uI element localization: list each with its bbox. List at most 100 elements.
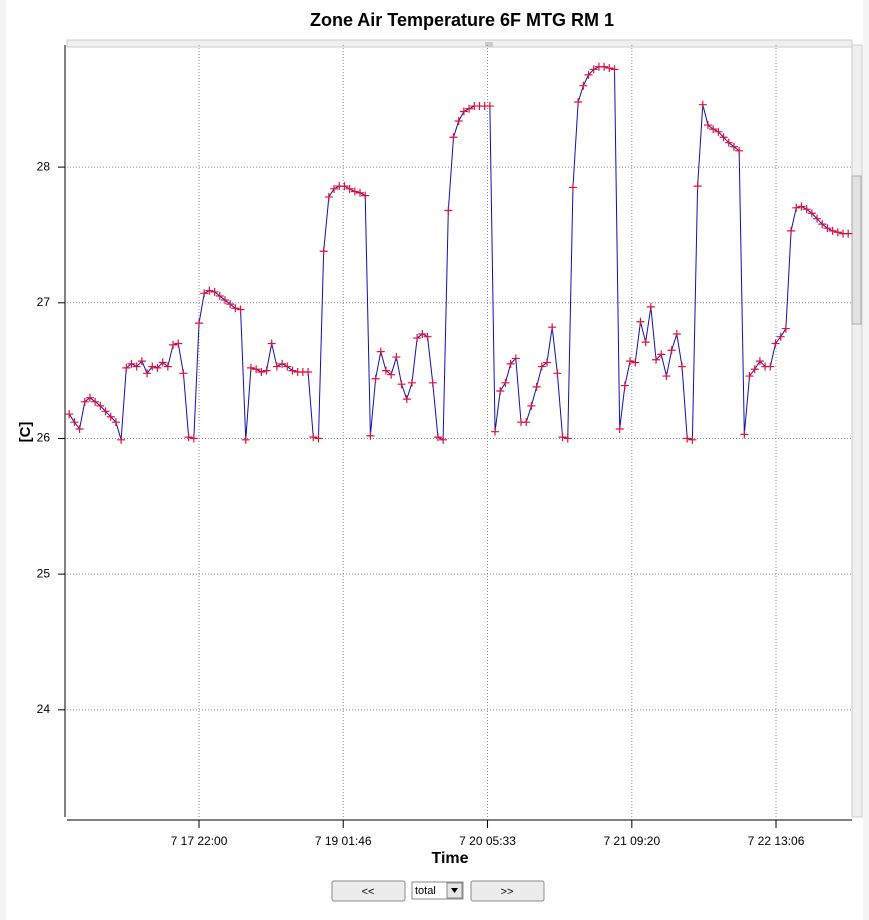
point-marker [548, 323, 557, 332]
point-marker [636, 317, 645, 326]
point-marker [252, 365, 261, 374]
x-tick-label: 7 22 13:06 [748, 834, 805, 848]
point-marker [117, 435, 126, 444]
point-marker [340, 182, 349, 191]
point-marker [241, 435, 250, 444]
point-marker [210, 287, 219, 296]
point-marker [740, 430, 749, 439]
x-tick-label: 7 17 22:00 [171, 834, 228, 848]
y-tick-label: 25 [37, 566, 51, 580]
prev-button[interactable]: << [331, 880, 406, 902]
next-label: >> [501, 886, 514, 898]
point-marker [267, 339, 276, 348]
point-marker [361, 191, 370, 200]
point-marker [823, 224, 832, 233]
point-marker [195, 319, 204, 328]
point-marker [672, 329, 681, 338]
point-marker [428, 378, 437, 387]
point-marker [220, 296, 229, 305]
point-marker [506, 359, 515, 368]
point-marker [205, 286, 214, 295]
point-marker [563, 434, 572, 443]
point-marker [319, 247, 328, 256]
x-axis-label: Time [431, 850, 468, 867]
right-scroll-thumb[interactable] [851, 175, 862, 325]
point-marker [485, 102, 494, 111]
point-marker [465, 104, 474, 113]
x-tick-label: 7 20 05:33 [459, 834, 516, 848]
point-marker [662, 372, 671, 381]
point-marker [345, 184, 354, 193]
point-marker [106, 412, 115, 421]
point-marker [693, 182, 702, 191]
point-marker [491, 427, 500, 436]
point-marker [137, 357, 146, 366]
point-marker [496, 386, 505, 395]
point-marker [714, 127, 723, 136]
point-marker [371, 374, 380, 383]
point-marker [189, 434, 198, 443]
point-marker [605, 64, 614, 73]
y-tick-label: 26 [37, 431, 51, 445]
point-marker [283, 362, 292, 371]
point-marker [80, 397, 89, 406]
point-marker [148, 362, 157, 371]
point-marker [646, 302, 655, 311]
point-marker [511, 354, 520, 363]
point-marker [184, 433, 193, 442]
point-marker [101, 407, 110, 416]
top-scroll-thumb[interactable] [485, 42, 493, 47]
point-marker [111, 418, 120, 427]
point-marker [833, 228, 842, 237]
point-marker [397, 380, 406, 389]
point-marker [818, 220, 827, 229]
point-marker [600, 62, 609, 71]
point-marker [179, 369, 188, 378]
y-tick-label: 24 [37, 702, 51, 716]
point-marker [226, 300, 235, 309]
point-marker [610, 65, 619, 74]
point-marker [433, 433, 442, 442]
point-marker [262, 366, 271, 375]
point-marker [454, 116, 463, 125]
point-marker [392, 353, 401, 362]
point-marker [631, 358, 640, 367]
panel [6, 0, 863, 920]
point-marker [257, 367, 266, 376]
point-marker [314, 434, 323, 443]
point-marker [444, 206, 453, 215]
point-marker [423, 332, 432, 341]
point-marker [278, 359, 287, 368]
next-button[interactable]: >> [470, 880, 545, 902]
point-marker [667, 346, 676, 355]
point-marker [91, 397, 100, 406]
point-marker [620, 381, 629, 390]
point-marker [802, 205, 811, 214]
prev-label: << [362, 886, 375, 898]
range-label: total [415, 885, 436, 897]
point-marker [246, 363, 255, 372]
point-marker [215, 292, 224, 301]
point-marker [683, 434, 692, 443]
top-scrollbar[interactable] [66, 39, 853, 48]
point-marker [143, 369, 152, 378]
point-marker [703, 121, 712, 130]
point-marker [568, 183, 577, 192]
point-marker [459, 107, 468, 116]
point-marker [813, 214, 822, 223]
point-marker [781, 324, 790, 333]
right-scrollbar[interactable] [851, 44, 863, 818]
point-marker [501, 378, 510, 387]
point-marker [330, 184, 339, 193]
point-marker [776, 332, 785, 341]
point-marker [579, 81, 588, 90]
point-marker [626, 357, 635, 366]
point-marker [527, 401, 536, 410]
point-marker [153, 363, 162, 372]
point-marker [657, 350, 666, 359]
point-marker [719, 133, 728, 142]
point-marker [366, 431, 375, 440]
point-marker [844, 229, 853, 238]
range-select[interactable]: total [411, 881, 464, 900]
